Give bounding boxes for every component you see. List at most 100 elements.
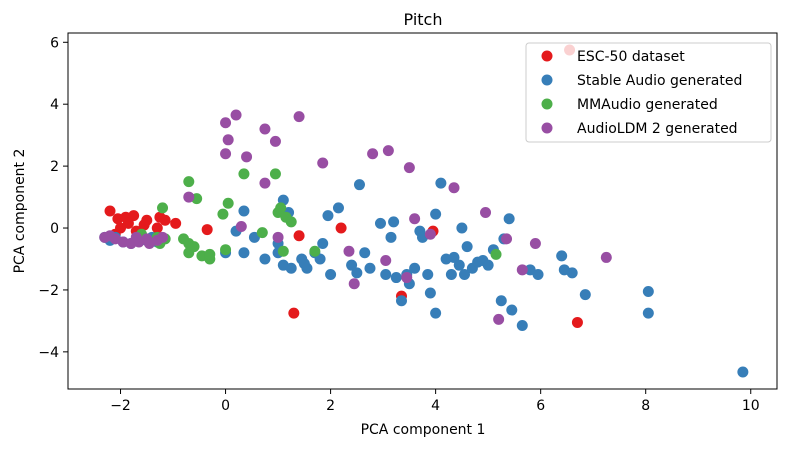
data-point (178, 233, 190, 245)
legend-marker (541, 74, 553, 86)
x-axis: −2 0 2 4 6 8 10 (110, 389, 760, 414)
data-point (571, 316, 583, 328)
legend-label: Stable Audio generated (577, 73, 742, 89)
data-point (217, 208, 229, 220)
legend-label: ESC-50 dataset (577, 49, 685, 65)
data-point (482, 259, 494, 271)
data-point (445, 268, 457, 280)
data-point (104, 230, 116, 242)
data-point (364, 262, 376, 274)
data-point (556, 250, 568, 262)
chart-title: Pitch (404, 10, 443, 29)
x-tick-label: 10 (742, 398, 760, 414)
data-point (285, 216, 297, 228)
data-point (600, 251, 612, 263)
data-point (204, 248, 216, 260)
legend-box (525, 42, 772, 143)
data-point (285, 262, 297, 274)
data-point (424, 228, 436, 240)
data-point (230, 109, 242, 121)
y-tick-label: 0 (50, 221, 59, 237)
data-point (506, 304, 518, 316)
y-tick-label: 4 (50, 97, 59, 113)
data-point (493, 313, 505, 325)
data-point (293, 230, 305, 242)
y-tick-label: −4 (38, 345, 59, 361)
data-point (346, 259, 358, 271)
data-point (335, 222, 347, 234)
data-point (259, 177, 271, 189)
data-point (401, 272, 413, 284)
series-3 (99, 109, 612, 325)
y-tick-label: −2 (38, 283, 59, 299)
data-point (325, 268, 337, 280)
data-point (220, 117, 232, 129)
data-point (359, 247, 371, 259)
data-point (448, 182, 460, 194)
data-point (409, 213, 421, 225)
data-point (343, 245, 355, 257)
data-point (495, 295, 507, 307)
data-point (490, 248, 502, 260)
data-point (317, 238, 329, 250)
data-point (456, 222, 468, 234)
data-point (430, 307, 442, 319)
y-axis-label: PCA component 2 (12, 149, 28, 274)
data-point (532, 268, 544, 280)
data-point (151, 222, 163, 234)
legend-marker (541, 50, 553, 62)
data-point (435, 177, 447, 189)
data-point (353, 179, 365, 191)
data-point (201, 224, 213, 236)
data-point (269, 135, 281, 147)
data-point (238, 247, 250, 259)
data-point (222, 197, 234, 209)
series-0 (104, 44, 583, 328)
data-point (503, 213, 515, 225)
data-point (382, 145, 394, 157)
plot-area-frame (67, 32, 778, 390)
data-point (332, 202, 344, 214)
x-tick-label: 2 (326, 398, 335, 414)
data-point (516, 264, 528, 276)
legend: ESC-50 dataset Stable Audio generated MMAu… (525, 42, 772, 143)
legend-label: MMAudio generated (577, 97, 718, 113)
data-point (157, 231, 169, 243)
data-point (104, 205, 116, 217)
data-point (388, 216, 400, 228)
data-point (351, 267, 363, 279)
data-point (128, 210, 140, 222)
data-point (453, 259, 465, 271)
data-point (461, 241, 473, 253)
data-point (409, 262, 421, 274)
data-point (188, 241, 200, 253)
data-point (183, 176, 195, 188)
data-point (256, 227, 268, 239)
x-tick-label: −2 (110, 398, 131, 414)
data-point (459, 268, 471, 280)
data-point (241, 151, 253, 163)
legend-marker (541, 98, 553, 110)
data-point (317, 157, 329, 169)
series-1 (99, 177, 749, 378)
legend-label: AudioLDM 2 generated (577, 121, 738, 137)
data-point (293, 111, 305, 123)
data-point (642, 307, 654, 319)
data-point (374, 217, 386, 229)
data-point (579, 289, 591, 301)
data-point (348, 278, 360, 290)
data-point (235, 220, 247, 232)
data-point (259, 123, 271, 135)
x-tick-label: 0 (221, 398, 230, 414)
data-point (314, 253, 326, 265)
data-point (157, 202, 169, 214)
data-point (269, 168, 281, 180)
data-point (238, 168, 250, 180)
data-point (301, 262, 313, 274)
data-point (183, 191, 195, 203)
data-point (501, 233, 513, 245)
y-tick-label: 6 (50, 35, 59, 51)
data-point (170, 217, 182, 229)
legend-marker (541, 122, 553, 134)
data-point (222, 134, 234, 146)
